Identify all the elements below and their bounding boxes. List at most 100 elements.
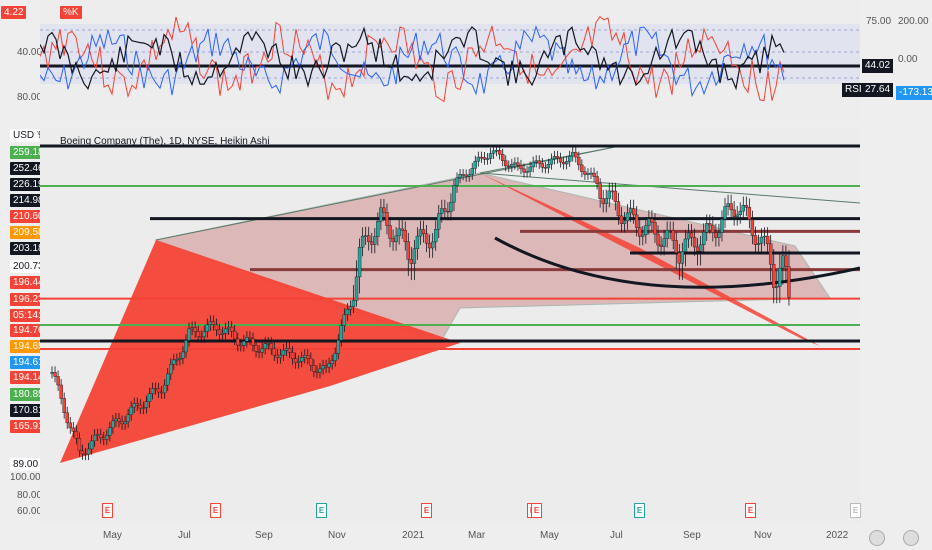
candle-body xyxy=(525,171,529,173)
candle-body xyxy=(138,404,143,409)
candle-body xyxy=(385,212,389,226)
candle-body xyxy=(190,327,194,330)
price-tick-80: 80.00 xyxy=(17,490,43,501)
candle-body xyxy=(473,160,477,169)
candle-body xyxy=(440,208,444,214)
candle-body xyxy=(711,224,715,233)
earnings-marker[interactable]: E xyxy=(531,503,542,518)
candle-body xyxy=(306,355,310,359)
earnings-marker[interactable]: E xyxy=(102,503,113,518)
candle-body xyxy=(117,418,121,422)
auto-scale-button[interactable] xyxy=(903,530,919,546)
price-tick-60: 60.00 xyxy=(17,506,43,517)
candle-body xyxy=(427,243,432,249)
candle-body xyxy=(336,340,340,354)
candle-body xyxy=(747,207,752,220)
osc-band xyxy=(40,24,860,84)
earnings-marker[interactable]: E xyxy=(316,503,327,518)
candle-body xyxy=(95,434,100,436)
candle-body xyxy=(367,235,371,242)
left-price-axis[interactable]: 4.22 40.00 80.00 260.79High259.18252.462… xyxy=(0,0,69,550)
candle-body xyxy=(208,321,213,325)
candle-body xyxy=(363,235,368,237)
candle-body xyxy=(233,330,237,340)
candle-body xyxy=(309,358,313,366)
candle-body xyxy=(251,338,255,346)
candle-body xyxy=(656,233,660,246)
price-label-value: 200.73 xyxy=(10,260,47,273)
price-label-value: 226.19 xyxy=(10,178,47,191)
candle-body xyxy=(738,210,742,216)
earnings-marker[interactable]: E xyxy=(745,503,756,518)
candle-body xyxy=(772,264,776,288)
oscillator-pane[interactable]: %K xyxy=(39,0,860,120)
candle-body xyxy=(421,229,426,235)
price-label-value: 196.44 xyxy=(10,276,47,289)
candle-body xyxy=(625,212,630,222)
candle-body xyxy=(564,161,569,165)
candle-body xyxy=(723,206,727,220)
candle-body xyxy=(266,343,270,345)
candle-body xyxy=(53,372,57,377)
candle-body xyxy=(169,364,173,375)
candle-body xyxy=(726,203,730,207)
price-label-value: 194.76 xyxy=(10,324,47,337)
candle-body xyxy=(680,251,685,264)
candle-body xyxy=(504,160,508,167)
candle-body xyxy=(683,238,688,252)
candle-body xyxy=(708,223,712,226)
candle-body xyxy=(616,201,621,217)
candle-body xyxy=(583,171,587,175)
candle-body xyxy=(567,155,572,162)
candle-body xyxy=(220,333,225,335)
candle-body xyxy=(181,351,185,359)
candle-body xyxy=(540,163,544,168)
candle-body xyxy=(729,203,733,211)
candle-body xyxy=(135,403,139,406)
earnings-marker[interactable]: E xyxy=(210,503,221,518)
candle-body xyxy=(315,371,319,373)
osc-tick-40: 40.00 xyxy=(17,47,43,58)
candle-body xyxy=(114,418,118,422)
candle-body xyxy=(324,365,328,368)
candle-body xyxy=(388,225,392,239)
candle-body xyxy=(360,235,365,248)
candle-body xyxy=(290,352,295,359)
candle-body xyxy=(397,228,401,237)
settings-button[interactable] xyxy=(869,530,885,546)
candle-body xyxy=(485,158,490,160)
earnings-marker[interactable]: E xyxy=(634,503,645,518)
candle-body xyxy=(744,205,749,208)
candle-body xyxy=(516,162,520,166)
earnings-marker[interactable]: E xyxy=(421,503,432,518)
candle-body xyxy=(604,198,608,204)
candle-body xyxy=(497,150,502,155)
time-axis[interactable]: May Jul Sep Nov 2021 Mar May Jul Sep Nov 2022 xyxy=(40,523,860,550)
candle-body xyxy=(510,164,514,167)
candle-body xyxy=(172,359,176,365)
candle-body xyxy=(735,214,739,217)
price-label-value: 89.00 xyxy=(10,458,42,471)
earnings-marker[interactable]: E xyxy=(850,503,861,518)
price-label-value: 180.85 xyxy=(10,388,47,401)
candle-body xyxy=(120,421,124,425)
candle-body xyxy=(150,388,155,394)
candle-body xyxy=(461,174,465,176)
candle-body xyxy=(199,336,203,338)
price-label-value: 214.98 xyxy=(10,194,47,207)
time-tick: Sep xyxy=(255,530,273,541)
candle-body xyxy=(394,235,398,243)
candle-body xyxy=(89,440,94,450)
candle-body xyxy=(178,357,182,360)
candle-body xyxy=(434,229,438,243)
candle-body xyxy=(741,205,745,212)
candle-body xyxy=(357,247,362,278)
price-pane[interactable] xyxy=(40,128,861,523)
candle-body xyxy=(677,252,682,264)
candle-body xyxy=(610,190,615,193)
candle-body xyxy=(768,243,773,265)
candle-body xyxy=(653,222,657,235)
price-tick-100: 100.00 xyxy=(10,472,41,483)
candle-body xyxy=(634,214,639,228)
right-axis[interactable]: 75.00 200.00 0.00 44.02 RSI 27.64 -173.1… xyxy=(842,0,932,550)
